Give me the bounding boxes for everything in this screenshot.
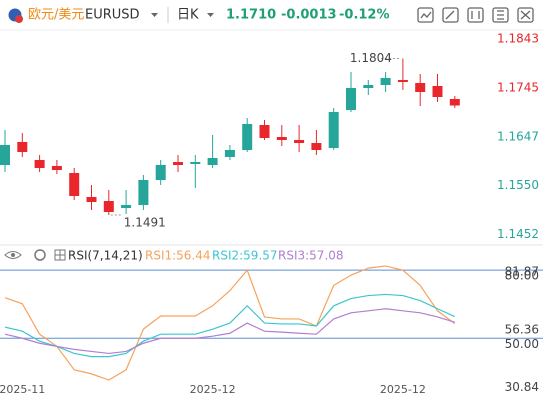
candle-body <box>51 166 62 170</box>
annotation: 1.1491 <box>124 216 166 230</box>
code[interactable]: EURUSD <box>85 8 140 23</box>
y-tick-label: 1.1452 <box>497 227 539 241</box>
candle-body <box>276 137 287 140</box>
grid-icon[interactable] <box>55 250 65 260</box>
candle-body <box>138 180 149 205</box>
candle-body <box>69 173 80 196</box>
legend-entry: RSI2:59.57 <box>212 249 278 263</box>
change-pct: -0.12% <box>339 8 390 23</box>
candle-body <box>34 160 45 168</box>
candle-body <box>346 88 356 110</box>
x-tick-label: 2025-12 <box>380 383 426 396</box>
candle-body <box>0 145 10 165</box>
candle-body <box>415 83 426 92</box>
eye-icon[interactable] <box>4 251 22 259</box>
symbol[interactable]: 欧元/美元 <box>28 8 84 23</box>
legend-entry: RSI1:56.44 <box>145 249 211 263</box>
candle-body <box>103 201 114 212</box>
dropdown-icon[interactable] <box>151 13 158 17</box>
tool-icon[interactable] <box>471 11 480 19</box>
y-tick-label: 50.00 <box>505 337 539 351</box>
y-tick-label: 1.1745 <box>497 81 539 95</box>
candle-body <box>294 140 305 143</box>
dropdown-icon[interactable] <box>207 13 214 17</box>
y-tick-label: 1.1647 <box>497 130 539 144</box>
tool-icon[interactable] <box>445 10 455 20</box>
candle-body <box>363 85 374 88</box>
candle-body <box>397 80 408 82</box>
price: 1.1710 <box>226 8 276 23</box>
annotation: 1.1804 <box>350 51 392 65</box>
y-tick-label: 30.84 <box>505 380 539 394</box>
rsi-line <box>4 265 456 381</box>
tool-icon[interactable] <box>492 7 509 23</box>
candle-body <box>190 162 201 164</box>
candle-body <box>432 86 443 97</box>
candle-body <box>173 162 183 165</box>
candle-body <box>86 197 97 202</box>
tool-icon[interactable] <box>417 7 434 23</box>
candle-body <box>155 165 166 180</box>
tool-icon[interactable] <box>442 7 459 23</box>
flag-icon <box>15 15 23 23</box>
y-tick-label: 56.36 <box>505 322 539 336</box>
tool-icon[interactable] <box>467 7 484 23</box>
candle-body <box>207 158 218 165</box>
candle-body <box>224 150 235 157</box>
tool-icon[interactable] <box>497 10 504 20</box>
y-tick-label: 1.1843 <box>497 32 539 46</box>
rsi-line <box>4 308 455 355</box>
tool-icon[interactable] <box>420 11 432 19</box>
settings-icon[interactable] <box>34 249 46 261</box>
y-tick-label: 80.00 <box>505 269 539 283</box>
y-tick-label: 1.1550 <box>497 178 539 192</box>
rsi-line <box>4 293 456 358</box>
eye-icon[interactable] <box>11 253 15 257</box>
change: -0.0013 <box>281 8 337 23</box>
candle-body <box>449 99 460 106</box>
legend-entry: RSI3:57.08 <box>278 249 344 263</box>
indicator-title: RSI(7,14,21) <box>68 249 143 263</box>
candle-body <box>121 205 132 208</box>
candle-body <box>242 124 253 150</box>
x-tick-label: 2025-11 <box>0 383 45 396</box>
fullscreen-icon[interactable] <box>520 10 531 20</box>
y-tick-label: 81.87 <box>505 264 539 278</box>
candle-body <box>311 143 322 150</box>
candle-body <box>259 125 270 138</box>
period[interactable]: 日K <box>177 8 199 23</box>
candle-body <box>328 112 339 148</box>
candle-body <box>380 78 391 85</box>
candle-body <box>17 142 28 152</box>
x-tick-label: 2025-12 <box>190 383 236 396</box>
fullscreen-icon[interactable] <box>517 7 534 23</box>
